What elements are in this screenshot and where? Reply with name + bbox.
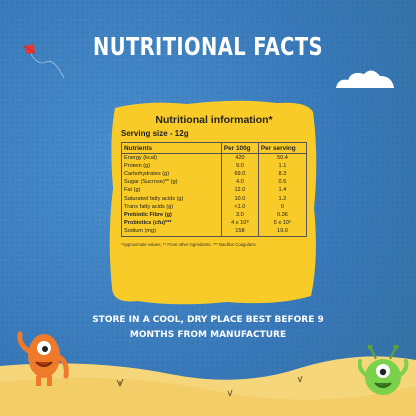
nutrient-name: Energy (kcal) (121, 153, 222, 163)
table-row: Carbohydrates (g) 69.0 8.3 (121, 170, 308, 179)
footnote: *Approximate values, ** From other ingre… (121, 241, 256, 247)
table-row: Fat (g) 12.0 1.4 (121, 186, 308, 195)
perserving-value: 1.4 (257, 186, 308, 195)
page-title: NUTRITIONAL FACTS (93, 32, 323, 61)
nutrient-name: Protein (g) (121, 162, 222, 171)
perserving-value: 1.1 (257, 162, 308, 171)
table-row: Sodium (mg) 158 19.0 (121, 227, 308, 237)
table-row: Prebiotic Fibre (g) 3.0 0.36 (121, 211, 308, 220)
perserving-value: 8.3 (257, 170, 308, 179)
nutrient-name: Sodium (mg) (121, 227, 222, 237)
nutrition-card: Nutritional information* Serving size - … (107, 98, 319, 308)
nutrition-table: Nutrients Per 100g Per serving Energy (k… (121, 142, 308, 237)
green-monster-icon (358, 345, 409, 395)
per100-value: 3.0 (220, 211, 259, 220)
storage-instructions: STORE IN A COOL, DRY PLACE BEST BEFORE 9… (92, 315, 324, 340)
column-header-nutrients: Nutrients (121, 142, 222, 154)
per100-value: <1.0 (220, 203, 259, 212)
per100-value: 69.0 (220, 170, 259, 179)
per100-value: 4.0 (220, 178, 259, 187)
table-row: Trans fatty acids (g) <1.0 0 (121, 203, 308, 212)
per100-value: 420 (220, 153, 259, 163)
kite-icon (24, 44, 65, 79)
nutrient-name: Trans fatty acids (g) (121, 203, 222, 212)
table-row: Energy (kcal) 420 50.4 (121, 153, 308, 163)
perserving-value: 0 (257, 203, 308, 212)
nutrient-name: Probiotics (cfu)*** (121, 219, 222, 228)
card-title: Nutritional information* (155, 114, 273, 126)
table-row: Protein (g) 9.0 1.1 (121, 162, 308, 171)
perserving-value: 0.36 (257, 211, 308, 220)
per100-value: 9.0 (220, 162, 259, 171)
nutrient-name: Fat (g) (121, 186, 222, 195)
perserving-value: 0.5 (257, 178, 308, 187)
perserving-value: 1.2 (257, 194, 308, 204)
per100-value: 158 (220, 227, 259, 237)
column-header-perserving: Per serving (257, 142, 308, 154)
sand-dune (0, 356, 416, 416)
perserving-value: 19.0 (257, 227, 308, 237)
nutrient-name: Sugar (Sucrose)** (g) (121, 178, 222, 187)
nutrient-name: Carbohydrates (g) (121, 170, 222, 179)
table-row: Probiotics (cfu)*** 4 x 10⁸ 5 x 10⁶ (121, 219, 308, 228)
per100-value: 4 x 10⁸ (220, 219, 259, 228)
orange-monster-icon (17, 331, 69, 386)
perserving-value: 50.4 (257, 153, 308, 163)
perserving-value: 5 x 10⁶ (257, 219, 308, 228)
per100-value: 10.0 (220, 194, 259, 204)
nutrient-name: Saturated fatty acids (g) (121, 194, 222, 204)
column-header-per100: Per 100g (220, 142, 259, 154)
serving-size: Serving size - 12g (121, 129, 189, 138)
table-header-row: Nutrients Per 100g Per serving (121, 142, 308, 154)
cloud-icon (336, 70, 394, 88)
table-row: Sugar (Sucrose)** (g) 4.0 0.5 (121, 178, 308, 187)
per100-value: 12.0 (220, 186, 259, 195)
nutrient-name: Prebiotic Fibre (g) (121, 211, 222, 220)
table-row: Saturated fatty acids (g) 10.0 1.2 (121, 194, 308, 204)
